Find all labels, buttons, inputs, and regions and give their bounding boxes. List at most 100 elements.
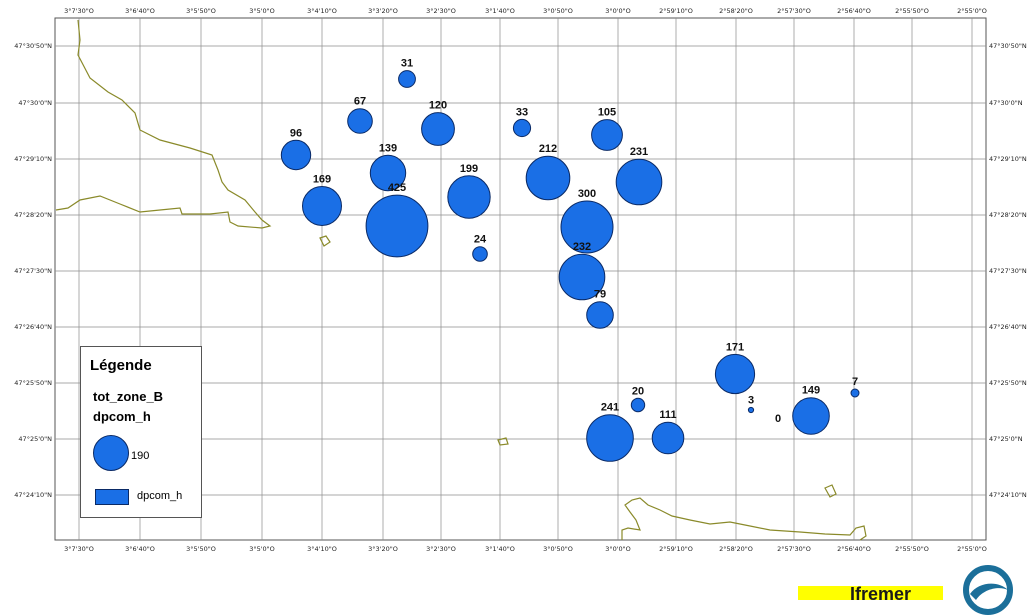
lon-tick-label: 3°1'40"O [485, 545, 515, 553]
bubble-marker[interactable] [447, 175, 491, 219]
bubble-marker[interactable] [302, 186, 342, 226]
logo-wordmark: Ifremer [850, 584, 912, 604]
lat-tick-label: 47°26'40"N [989, 323, 1027, 331]
lat-tick-label: 47°24'10"N [989, 491, 1027, 499]
bubble-marker[interactable] [472, 246, 488, 262]
lat-tick-label: 47°25'50"N [989, 379, 1027, 387]
bubble-label: 232 [573, 241, 591, 253]
lon-tick-label: 3°7'30"O [64, 545, 94, 553]
latitude-ticks-right: 47°30'50"N 47°30'0"N 47°29'10"N 47°28'20"N 4… [989, 42, 1027, 499]
bubble-marker[interactable] [365, 194, 429, 258]
bubble-marker[interactable] [850, 388, 860, 398]
lon-tick-label: 2°57'30"O [777, 545, 811, 553]
lon-tick-label: 2°55'50"O [895, 7, 929, 15]
lat-tick-label: 47°27'30"N [14, 267, 52, 275]
bubble-label: 0 [775, 413, 781, 425]
lon-tick-label: 3°0'0"O [605, 7, 631, 15]
bubble-label: 24 [474, 234, 487, 246]
lon-tick-label: 3°1'40"O [485, 7, 515, 15]
lat-tick-label: 47°25'0"N [18, 435, 52, 443]
lon-tick-label: 2°58'20"O [719, 545, 753, 553]
logo-wave-icon [963, 565, 1013, 615]
lon-tick-label: 2°57'30"O [777, 7, 811, 15]
coastline [55, 19, 867, 541]
graticule [55, 18, 986, 540]
lon-tick-label: 3°0'0"O [605, 545, 631, 553]
longitude-ticks-bottom: 3°7'30"O 3°6'40"O 3°5'50"O 3°5'0"O 3°4'10"O 3… [64, 545, 987, 553]
lat-tick-label: 47°29'10"N [14, 155, 52, 163]
lon-tick-label: 3°5'0"O [249, 545, 275, 553]
lat-tick-label: 47°30'50"N [989, 42, 1027, 50]
lat-tick-label: 47°25'0"N [989, 435, 1023, 443]
legend-swatch-label: dpcom_h [137, 490, 183, 502]
lat-tick-label: 47°25'50"N [14, 379, 52, 387]
bubble-label: 79 [594, 289, 606, 301]
lon-tick-label: 2°58'20"O [719, 7, 753, 15]
bubble-label: 96 [290, 127, 302, 139]
lon-tick-label: 3°4'10"O [307, 545, 337, 553]
lon-tick-label: 3°5'50"O [186, 7, 216, 15]
bubble-label: 120 [429, 100, 447, 112]
bubble-label: 111 [659, 409, 676, 421]
lat-tick-label: 47°28'20"N [14, 211, 52, 219]
bubble-label: 67 [354, 96, 366, 108]
bubble-marker[interactable] [398, 70, 416, 88]
lat-tick-label: 47°30'0"N [18, 99, 52, 107]
lat-tick-label: 47°27'30"N [989, 267, 1027, 275]
bubble-marker[interactable] [369, 154, 407, 192]
bubble-label: 33 [516, 106, 528, 118]
lat-tick-label: 47°28'20"N [989, 211, 1027, 219]
bubble-marker[interactable] [560, 200, 614, 254]
bubble-label: 7 [852, 376, 858, 388]
lon-tick-label: 3°2'30"O [426, 545, 456, 553]
bubble-marker[interactable] [747, 406, 755, 414]
bubble-label: 199 [460, 163, 478, 175]
bubble-label: 149 [802, 385, 820, 397]
lon-tick-label: 2°56'40"O [837, 545, 871, 553]
bubble-marker[interactable] [525, 155, 571, 201]
bubble-label: 139 [379, 142, 397, 154]
legend-swatch [95, 489, 129, 505]
bubble-marker[interactable] [347, 108, 373, 134]
lon-tick-label: 3°5'0"O [249, 7, 275, 15]
bubble-marker[interactable] [280, 139, 312, 171]
bubble-marker[interactable] [651, 421, 685, 455]
latitude-ticks-left: 47°30'50"N 47°30'0"N 47°29'10"N 47°28'20"N 4… [14, 42, 52, 499]
bubble-label: 231 [630, 146, 648, 158]
logo-bar [798, 586, 943, 600]
ifremer-logo: Ifremer [798, 560, 1032, 615]
lat-tick-label: 47°30'0"N [989, 99, 1023, 107]
bubble-label: 169 [313, 174, 331, 186]
longitude-ticks-top: 3°7'30"O 3°6'40"O 3°5'50"O 3°5'0"O 3°4'10"O 3… [64, 7, 987, 15]
bubble-label: 212 [539, 143, 557, 155]
bubble-marker[interactable] [591, 119, 623, 151]
bubble-marker[interactable] [558, 253, 606, 301]
lon-tick-label: 3°4'10"O [307, 7, 337, 15]
bubble-marker[interactable] [586, 301, 614, 329]
lon-tick-label: 2°59'10"O [659, 545, 693, 553]
lat-tick-label: 47°24'10"N [14, 491, 52, 499]
legend-bubble-symbol [93, 435, 129, 471]
lon-tick-label: 3°6'40"O [125, 545, 155, 553]
lon-tick-label: 2°55'50"O [895, 545, 929, 553]
bubble-marker[interactable] [586, 414, 634, 462]
bubble-marker[interactable] [630, 397, 646, 413]
bubble-label: 31 [401, 58, 413, 70]
bubble-marker[interactable] [421, 112, 455, 146]
lon-tick-label: 3°3'20"O [368, 7, 398, 15]
lon-tick-label: 3°7'30"O [64, 7, 94, 15]
lat-tick-label: 47°26'40"N [14, 323, 52, 331]
lon-tick-label: 3°5'50"O [186, 545, 216, 553]
bubble-marker[interactable] [714, 353, 756, 395]
lon-tick-label: 3°6'40"O [125, 7, 155, 15]
bubble-marker[interactable] [615, 158, 663, 206]
lon-tick-label: 3°0'50"O [543, 7, 573, 15]
lon-tick-label: 3°3'20"O [368, 545, 398, 553]
lon-tick-label: 2°56'40"O [837, 7, 871, 15]
bubble-marker[interactable] [512, 118, 532, 138]
lon-tick-label: 3°0'50"O [543, 545, 573, 553]
bubble-label: 3 [748, 394, 754, 406]
bubble-label: 20 [632, 385, 644, 397]
bubble-marker[interactable] [792, 397, 830, 435]
